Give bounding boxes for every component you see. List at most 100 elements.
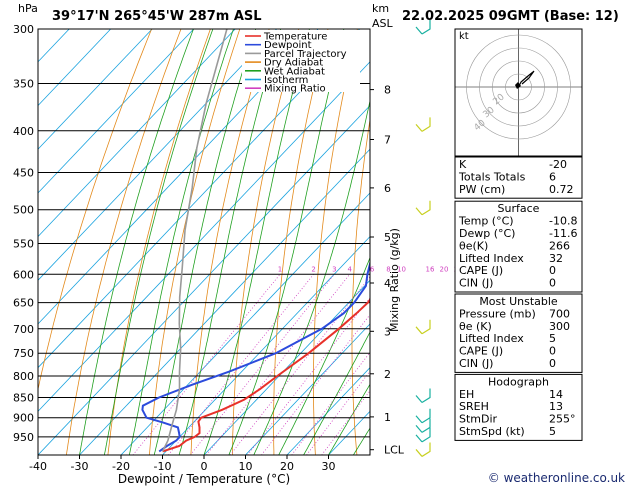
wind-barb [415,418,431,433]
mixing-ratio-line [206,274,351,455]
index-name: K [459,158,467,171]
most-unstable-row-name: θe (K) [459,320,492,333]
hodograph-ring-30 [479,47,558,127]
pressure-tick-label: 350 [13,78,34,91]
surface-row-name: CAPE (J) [459,264,503,277]
pressure-tick-label: 400 [13,125,34,138]
km-tick-label: 7 [384,134,391,147]
mixing-ratio-label: 8 [386,265,390,273]
index-name: PW (cm) [459,183,505,196]
mixing-ratio-lines [132,274,370,455]
isotherm-line [38,61,370,412]
wet-adiabat-line [303,331,370,455]
legend-entry: Dewpoint [264,40,312,51]
km-tick-label: 8 [384,84,391,97]
surface-row-name: CIN (J) [459,277,493,290]
surface-row-value: -11.6 [549,227,577,240]
pressure-tick-label: 450 [13,167,34,180]
most-unstable-row-name: Lifted Index [459,332,524,345]
datetime-label: 22.02.2025 09GMT (Base: 12) [402,9,619,24]
surface-row-value: 266 [549,239,570,252]
isotherm-line [38,104,370,455]
index-value: 6 [549,170,556,183]
isotherm-line [286,367,370,455]
legend-box [242,30,360,92]
x-tick-label: 0 [201,460,208,473]
x-tick-label: -40 [29,460,47,473]
pressure-tick-label: 800 [13,370,34,383]
most-unstable-box [454,293,583,373]
pressure-tick-label: 500 [13,204,34,217]
surface-row-value: 0 [549,277,556,290]
index-name: Totals Totals [458,170,526,183]
hodograph-trace [517,70,535,88]
most-unstable-row-value: 0 [549,345,556,358]
x-tick-label: -20 [112,460,130,473]
dry-adiabat-line [351,117,370,455]
dry-adiabat-line [622,29,629,455]
mixing-ratio-label: 2 [311,265,315,273]
most-unstable-row-value: 700 [549,307,570,320]
surface-row-value: 32 [549,252,563,265]
isotherm-line [38,29,194,194]
storm-motion-marker [515,82,521,89]
location-label: 39°17'N 265°45'W 287m ASL [52,9,262,24]
hodograph-stats-row-name: StmDir [459,413,498,426]
mixing-ratio-line [247,297,370,455]
isotherm-line [38,29,277,281]
km-tick-label: 5 [384,231,391,244]
x-tick-label: 20 [280,460,294,473]
surface-row-value: -10.8 [549,215,577,228]
mixing-ratio-label: 20 [440,265,449,273]
dry-adiabat-line [426,29,446,455]
hodograph-ring-20 [492,60,545,114]
pressure-tick-label: 750 [13,347,34,360]
x-tick-label: -30 [71,460,89,473]
series-line-dewpoint [141,259,370,453]
isotherm-line [38,29,70,63]
surface-row-name: θe(K) [459,239,488,252]
wind-barb [415,117,431,132]
pressure-tick-label: 600 [13,268,34,281]
mixing-ratio-label: 10 [397,265,406,273]
series-line-parcel-trajectory [161,29,228,452]
mixing-ratio-label: 16 [426,265,435,273]
pressure-tick-label: 850 [13,392,34,405]
indices-box [454,156,583,199]
hodograph-panel: kt 40 30 20 [454,28,583,157]
hodograph-stats-title: Hodograph [488,375,549,388]
wind-barb [415,200,431,216]
x-tick-label: 30 [322,460,336,473]
pressure-axis: 300 350 400 450 500 550 600 650 700 750 800 850 900 9… [13,23,34,444]
surface-title: Surface [498,202,540,215]
hodograph-stats-row-name: StmSpd (kt) [459,425,525,438]
isotherm-line [38,29,319,325]
km-tick-label: LCL [384,444,405,457]
isotherm-line [203,279,370,455]
hodograph-ring-10 [505,73,532,101]
km-tick-label: 1 [384,411,391,424]
hodograph-stats-box [454,373,583,441]
isotherm-line [38,29,360,369]
wind-barb [415,408,431,424]
hodograph-stats-row-name: SREH [459,400,489,413]
wind-barbs [415,20,431,457]
pressure-tick-label: 900 [13,412,34,425]
x-tick-label: -10 [154,460,172,473]
height-axis: 8 7 6 5 4 3 2 1 LCL [370,84,405,457]
mixing-ratio-label: 6 [370,265,375,273]
pressure-tick-label: 700 [13,323,34,336]
hodograph-stats-row-value: 13 [549,400,563,413]
x-tick-label: 10 [239,460,253,473]
pressure-tick-label: 650 [13,297,34,310]
isotherm-line [79,148,370,455]
wind-barb [415,20,431,35]
mixing-ratio-label: 4 [347,265,352,273]
index-value: 0.72 [549,183,574,196]
isotherm-line [38,29,153,150]
isotherm-lines [38,29,370,455]
dry-adiabat-line [591,29,629,455]
surface-row-name: Temp (°C) [458,215,514,228]
pressure-tick-label: 950 [13,431,34,444]
